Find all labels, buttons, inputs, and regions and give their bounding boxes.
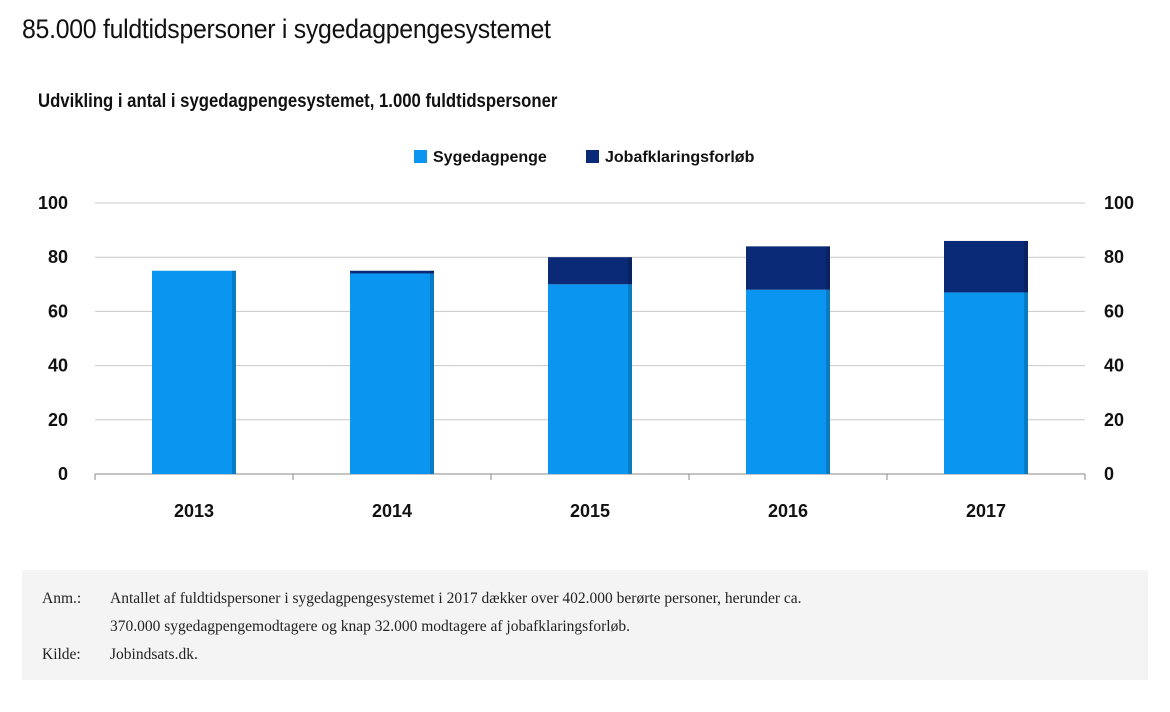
legend-swatch [414,150,427,163]
y-tick-label-right: 60 [1104,301,1124,321]
bar-sygedagpenge [548,284,632,474]
note-anm-line1: Antallet af fuldtidspersoner i sygedagpe… [110,590,802,607]
bar-jobafklaring [350,270,434,274]
y-tick-label-left: 60 [48,301,68,321]
note-box: Anm.: Antallet af fuldtidspersoner i syg… [22,570,1148,680]
stacked-bar-chart: 0 0 20 20 40 40 60 60 80 80 100 100 2013 2014 2015 2016… [38,149,1134,521]
bar-shade [232,270,236,474]
bar-shade [628,257,632,285]
legend-swatch [586,150,599,163]
x-tick-label: 2013 [174,501,214,521]
y-tick-label-left: 80 [48,247,68,267]
bar-shade [628,284,632,474]
x-tick-label: 2014 [372,501,412,521]
bar-jobafklaring [548,257,632,285]
y-tick-label-left: 100 [38,193,68,213]
y-tick-label-right: 0 [1104,464,1114,484]
y-tick-label-left: 0 [58,464,68,484]
y-tick-label-right: 100 [1104,193,1134,213]
x-tick-label: 2016 [768,501,808,521]
bar-jobafklaring [944,240,1028,293]
y-tick-label-right: 40 [1104,356,1124,376]
x-tick-label: 2017 [966,501,1006,521]
note-kilde-text: Jobindsats.dk. [110,646,198,663]
bar-sygedagpenge [152,270,236,474]
bar-shade [1024,292,1028,474]
note-anm-line2: 370.000 sygedagpengemodtagere og knap 32… [110,618,630,635]
note-kilde-label: Kilde: [42,646,81,663]
bar-sygedagpenge [350,273,434,474]
bar-shade [430,270,434,274]
bar-shade [826,289,830,474]
bar-jobafklaring [746,246,830,290]
y-tick-label-left: 40 [48,356,68,376]
y-tick-label-right: 80 [1104,247,1124,267]
bar-shade [826,246,830,290]
bar-sygedagpenge [944,292,1028,474]
bar-shade [430,273,434,474]
note-anm-label: Anm.: [42,590,82,607]
bar-shade [1024,240,1028,293]
x-tick-label: 2015 [570,501,610,521]
y-tick-label-left: 20 [48,410,68,430]
page-headline: 85.000 fuldtidspersoner i sygedagpengesy… [22,14,551,44]
legend-label: Sygedagpenge [433,149,547,166]
chart-title: Udvikling i antal i sygedagpengesystemet… [38,91,558,112]
bar-sygedagpenge [746,289,830,474]
legend-label: Jobafklaringsforløb [605,149,755,166]
y-tick-label-right: 20 [1104,410,1124,430]
